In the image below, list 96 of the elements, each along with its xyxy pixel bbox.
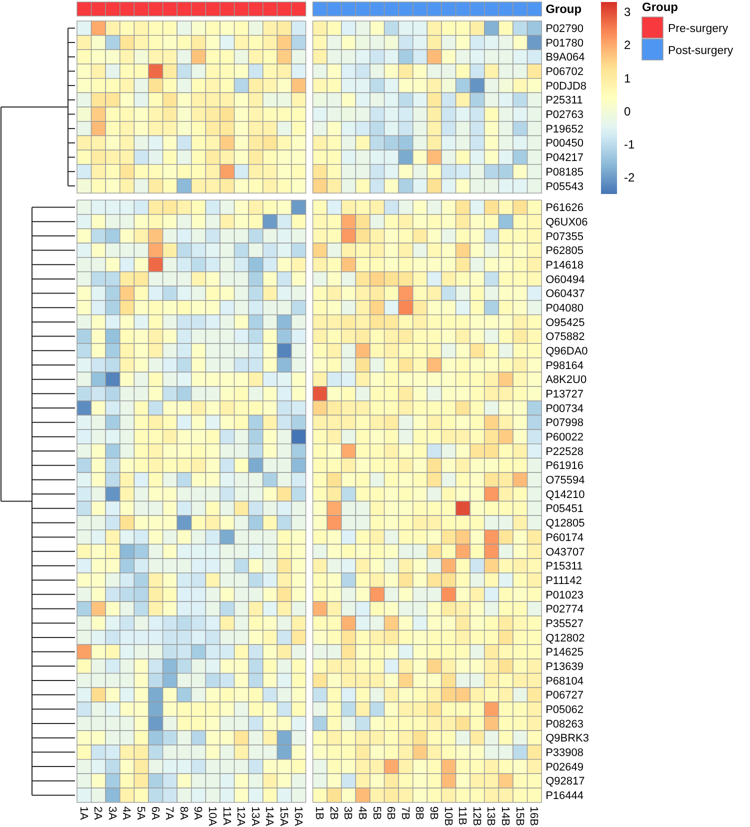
y-tick-label: P35527 <box>546 618 584 630</box>
x-tick-label: 6A <box>148 806 161 820</box>
y-tick-label: P04080 <box>546 302 584 314</box>
x-tick-label: 12B <box>470 806 482 826</box>
text: Pre-surgery <box>668 23 728 36</box>
x-tick-label: 10B <box>442 806 454 826</box>
y-tick-label: B9A064 <box>546 52 585 64</box>
x-tick-label: 2A <box>92 806 104 820</box>
y-tick-label: P13639 <box>546 660 584 673</box>
color-bar-label: 3 <box>624 5 631 20</box>
y-tick-label: P00734 <box>546 402 584 415</box>
y-tick-label: P02774 <box>546 604 584 616</box>
y-tick-label: Q96DA0 <box>546 346 588 358</box>
y-tick-label: O43707 <box>546 546 585 558</box>
x-tick-label: 7B <box>398 806 411 820</box>
y-tick-label: Q9BRK3 <box>546 732 590 745</box>
y-tick-label: P13727 <box>546 388 584 401</box>
y-tick-label: P04217 <box>546 152 584 164</box>
x-tick-label: 16A <box>292 806 304 827</box>
x-tick-label: 5B <box>370 806 382 820</box>
color-bar-label: -1 <box>624 138 635 152</box>
y-tick-label: P15311 <box>546 560 583 573</box>
y-tick-label: P06727 <box>546 690 584 702</box>
text: Group <box>642 0 678 14</box>
x-tick-label: 2B <box>327 806 340 820</box>
y-tick-label: P19652 <box>546 123 584 136</box>
y-tick-label: P00450 <box>546 138 584 150</box>
x-tick-label: 8A <box>177 806 190 820</box>
y-tick-label: P98164 <box>546 360 584 372</box>
x-tick-label: 8B <box>413 806 426 820</box>
text: Post-surgery <box>668 45 734 58</box>
y-tick-label: P11142 <box>546 574 582 587</box>
y-tick-label: P02790 <box>546 23 584 36</box>
color-bar-label: 0 <box>624 104 631 118</box>
y-tick-label: P02763 <box>546 109 584 122</box>
y-tick-label: Q12802 <box>546 632 585 644</box>
y-tick-label: P33908 <box>546 747 584 760</box>
y-tick-label: P62805 <box>546 245 584 258</box>
x-tick-label: 16B <box>528 806 540 826</box>
y-tick-label: P0DJD8 <box>546 80 587 92</box>
y-tick-label: P22528 <box>546 446 584 458</box>
x-tick-label: 4B <box>356 806 368 820</box>
y-tick-label: P07355 <box>546 230 584 243</box>
x-tick-label: 9B <box>428 806 440 820</box>
x-tick-label: 15A <box>278 806 290 827</box>
x-tick-label: 6B <box>384 806 397 820</box>
text: Group <box>546 2 582 16</box>
y-tick-label: P08185 <box>546 166 584 178</box>
x-tick-label: 4A <box>120 806 132 820</box>
x-tick-label: 1B <box>313 806 326 820</box>
y-tick-label: O75594 <box>546 474 585 487</box>
y-tick-label: P60022 <box>546 432 584 444</box>
y-tick-label: P68104 <box>546 675 584 688</box>
x-tick-label: 14A <box>263 806 276 827</box>
y-tick-label: P14625 <box>546 646 584 659</box>
y-tick-label: A8K2U0 <box>546 374 587 386</box>
y-tick-label: P06702 <box>546 66 584 78</box>
y-tick-label: P60174 <box>546 532 584 544</box>
y-tick-label: P14618 <box>546 259 584 272</box>
y-tick-label: P02649 <box>546 761 584 774</box>
x-tick-label: 1A <box>77 806 90 820</box>
x-tick-label: 3A <box>106 806 118 820</box>
x-tick-label: 5A <box>134 806 146 820</box>
y-tick-label: Q14210 <box>546 488 585 501</box>
y-tick-label: Q12805 <box>546 518 585 530</box>
y-tick-label: P01023 <box>546 589 584 602</box>
y-tick-label: P16444 <box>546 790 584 802</box>
color-bar-label: 1 <box>624 71 631 86</box>
x-tick-label: 14B <box>499 806 511 826</box>
x-tick-label: 3B <box>342 806 354 820</box>
y-tick-label: P01780 <box>546 37 584 50</box>
x-tick-label: 13A <box>248 806 261 827</box>
y-tick-label: Q6UX06 <box>546 216 588 228</box>
x-tick-label: 11A <box>220 806 232 826</box>
x-tick-label: 11B <box>456 806 468 826</box>
y-tick-label: P61626 <box>546 202 584 214</box>
y-tick-label: P07998 <box>546 417 584 430</box>
y-tick-label: O95425 <box>546 316 585 329</box>
y-tick-label: P61916 <box>546 460 584 472</box>
y-tick-label: P05543 <box>546 180 584 193</box>
y-tick-label: P05062 <box>546 704 584 716</box>
color-bar-label: -2 <box>624 170 635 185</box>
x-tick-label: 15B <box>513 806 526 826</box>
y-tick-label: P05451 <box>546 503 584 516</box>
x-tick-label: 7A <box>163 806 176 820</box>
y-tick-label: O75882 <box>546 331 585 344</box>
x-tick-label: 10A <box>206 806 218 827</box>
y-tick-label: O60437 <box>546 288 585 300</box>
color-bar-label: 2 <box>624 38 631 52</box>
x-tick-label: 13B <box>484 806 497 826</box>
y-tick-label: O60494 <box>546 274 585 286</box>
y-tick-label: P08263 <box>546 718 584 730</box>
y-tick-label: Q92817 <box>546 776 585 788</box>
y-tick-label: P25311 <box>546 94 583 107</box>
x-tick-label: 9A <box>192 806 204 820</box>
x-tick-label: 12A <box>234 806 247 827</box>
